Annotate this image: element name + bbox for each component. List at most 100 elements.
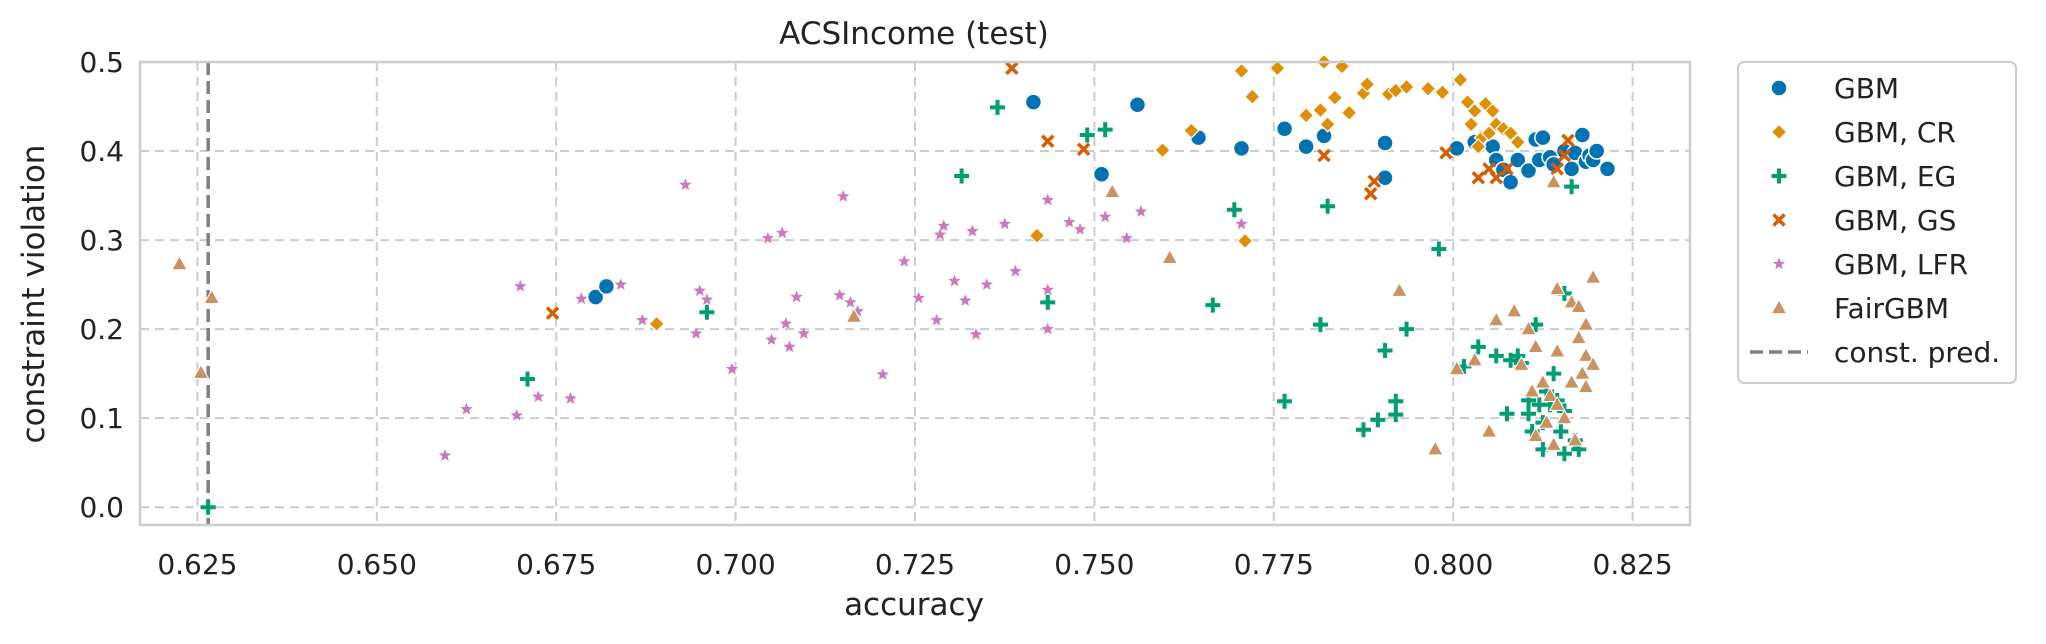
- gbm-point: [1128, 95, 1147, 114]
- gbm-point: [1376, 134, 1394, 152]
- fairgbm-point: [1161, 248, 1179, 264]
- gbm-point: [1534, 128, 1552, 147]
- gbm-lfr-point: [948, 274, 961, 287]
- gbm-point: [1519, 161, 1538, 180]
- gbm-eg-point: [1546, 366, 1562, 382]
- gbm-lfr-point: [779, 317, 793, 330]
- gbm-lfr-point: [614, 278, 627, 290]
- gbm-lfr-point: [833, 288, 846, 301]
- gbm-lfr-point: [689, 327, 703, 339]
- gbm-lfr-point: [510, 408, 523, 421]
- gbm-cr-point: [1340, 104, 1358, 122]
- gbm-cr-point: [1326, 89, 1344, 106]
- gbm-cr-point: [1459, 93, 1476, 111]
- fairgbm-point: [203, 288, 221, 305]
- fairgbm-point: [1487, 311, 1505, 327]
- gbm-lfr-point: [636, 313, 649, 326]
- gbm-lfr-point: [438, 449, 452, 461]
- gbm-lfr-point: [783, 340, 796, 353]
- gbm-gs-point: [1471, 171, 1486, 185]
- gbm-gs-point: [1367, 174, 1381, 189]
- gbm-lfr-point: [725, 362, 739, 375]
- y-tick-label: 0.4: [79, 135, 124, 168]
- gbm-point: [1501, 173, 1520, 191]
- fairgbm-point: [1480, 422, 1498, 438]
- legend-label-fairgbm: FairGBM: [1834, 292, 1949, 325]
- legend-label-gbm-lfr: GBM, LFR: [1834, 248, 1968, 281]
- y-tick-label: 0.2: [79, 313, 124, 346]
- legend-label-gbm-eg: GBM, EG: [1834, 160, 1956, 193]
- gbm-eg-point: [1277, 393, 1293, 409]
- legend-swatch-fairgbm: [1770, 298, 1788, 315]
- gbm-point: [1024, 93, 1043, 111]
- fairgbm-point: [1527, 426, 1545, 443]
- x-tick-label: 0.750: [1054, 548, 1134, 581]
- gbm-point: [1297, 137, 1315, 156]
- gbm-lfr-point: [966, 224, 979, 237]
- legend-label-gbm: GBM: [1834, 72, 1899, 105]
- gbm-cr-point: [1484, 102, 1502, 120]
- gbm-lfr-point: [776, 226, 789, 239]
- x-tick-label: 0.775: [1234, 548, 1314, 581]
- gbm-cr-point: [1419, 80, 1437, 98]
- gbm-point: [586, 288, 605, 306]
- gbm-point: [1573, 126, 1592, 144]
- gbm-eg-point: [1431, 241, 1447, 257]
- gbm-lfr-point: [693, 284, 706, 297]
- gbm-cr-point: [1502, 124, 1519, 142]
- legend-label-gbm-cr: GBM, CR: [1834, 116, 1956, 149]
- fairgbm-point: [171, 255, 188, 271]
- gbm-lfr-point: [532, 390, 545, 403]
- gbm-cr-point: [1028, 227, 1046, 244]
- fairgbm-point: [1584, 355, 1602, 371]
- gbm-lfr-point: [460, 402, 473, 415]
- legend-label-const-pred: const. pred.: [1834, 336, 2000, 369]
- x-tick-label: 0.675: [516, 548, 596, 581]
- gbm-cr-point: [1243, 88, 1261, 106]
- fairgbm-point: [1527, 337, 1545, 354]
- gbm-lfr-point: [1073, 222, 1087, 235]
- gbm-eg-point: [1553, 424, 1569, 440]
- plot-area-frame: [138, 60, 1692, 527]
- gbm-lfr-point: [969, 327, 983, 340]
- gbm-lfr-point: [898, 254, 911, 267]
- y-tick-label: 0.1: [79, 402, 124, 435]
- gbm-gs-point: [1041, 134, 1055, 148]
- gbm-point: [1598, 160, 1617, 178]
- gbm-lfr-point: [765, 333, 778, 346]
- fairgbm-point: [845, 307, 863, 323]
- gbm-cr-point: [1462, 115, 1480, 133]
- gbm-eg-point: [520, 371, 535, 387]
- legend-frame: [1737, 61, 2017, 384]
- gbm-eg-point: [200, 499, 216, 515]
- gbm-gs-point: [1076, 142, 1091, 156]
- gbm-lfr-point: [998, 217, 1011, 230]
- gbm-lfr-point: [564, 392, 577, 404]
- gbm-point: [1562, 160, 1581, 178]
- grid: [140, 61, 1690, 525]
- gbm-lfr-point: [1063, 215, 1076, 228]
- legend-swatch-gbm: [1770, 79, 1788, 97]
- gbm-cr-point: [1509, 133, 1527, 151]
- gbm-eg-point: [1312, 317, 1328, 333]
- fairgbm-point: [1545, 173, 1563, 189]
- fairgbm-point: [1103, 182, 1121, 199]
- gbm-lfr-point: [851, 304, 864, 317]
- gbm-cr-point: [1469, 138, 1487, 155]
- legend-swatch-gbm-eg: [1771, 168, 1787, 184]
- fairgbm-point: [1538, 413, 1555, 429]
- gbm-eg-point: [1556, 446, 1572, 462]
- gbm-eg-point: [1488, 348, 1504, 364]
- gbm-point: [1587, 142, 1606, 160]
- gbm-cr-point: [1466, 102, 1484, 120]
- gbm-lfr-point: [679, 178, 692, 191]
- legend: GBM GBM, CR GBM, EG GBM, GS GBM, LFR FairGBM c…: [1737, 61, 2017, 384]
- gbm-lfr-point: [980, 278, 993, 290]
- fairgbm-point: [1512, 355, 1530, 371]
- fairgbm-point: [1390, 281, 1408, 297]
- gbm-eg-point: [954, 168, 970, 184]
- fairgbm-point: [1573, 364, 1591, 380]
- gbm-gs-point: [1550, 162, 1564, 176]
- gbm-eg-point: [1521, 406, 1537, 422]
- gbm-point: [1092, 165, 1111, 183]
